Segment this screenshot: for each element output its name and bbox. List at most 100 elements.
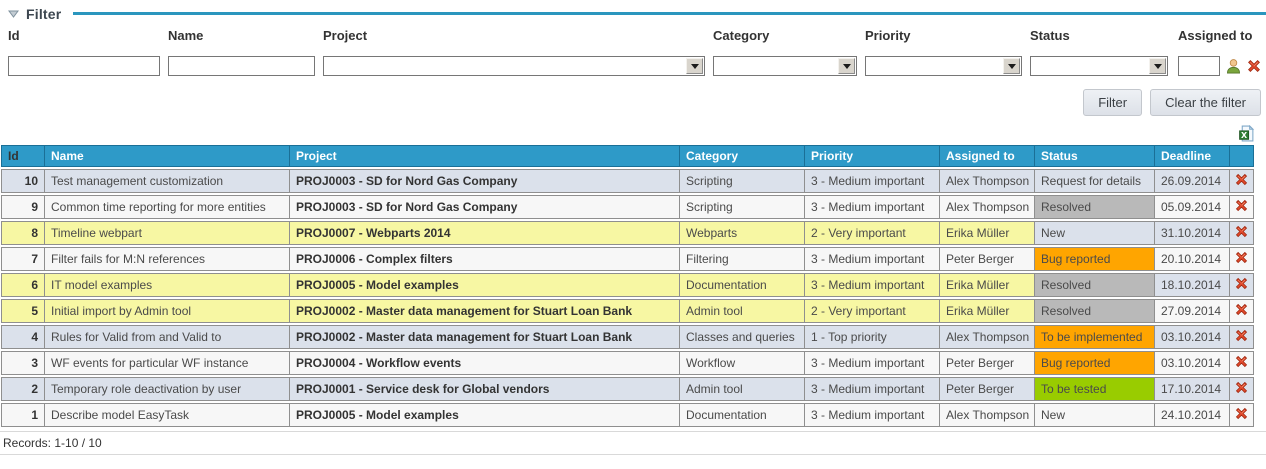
column-header-id[interactable]: Id xyxy=(1,145,45,167)
project-filter-label: Project xyxy=(323,28,368,43)
cell-deadline: 18.10.2014 xyxy=(1155,273,1230,297)
column-header-name[interactable]: Name xyxy=(45,145,290,167)
column-header-priority[interactable]: Priority xyxy=(805,145,940,167)
cell-deadline: 03.10.2014 xyxy=(1155,351,1230,375)
cell-deadline: 24.10.2014 xyxy=(1155,403,1230,427)
delete-icon[interactable] xyxy=(1234,224,1249,239)
clear-filter-button[interactable]: Clear the filter xyxy=(1150,89,1261,116)
tasks-table: Id Name Project Category Priority Assign… xyxy=(1,143,1254,429)
cell-category: Scripting xyxy=(680,195,805,219)
cell-category: Classes and queries xyxy=(680,325,805,349)
delete-icon[interactable] xyxy=(1234,328,1249,343)
project-filter-select[interactable] xyxy=(323,56,705,76)
id-filter-input[interactable] xyxy=(8,56,160,76)
cell-delete xyxy=(1230,377,1254,401)
cell-delete xyxy=(1230,247,1254,271)
dropdown-arrow-icon[interactable] xyxy=(1149,58,1166,74)
cell-status: Request for details xyxy=(1035,169,1155,193)
table-row: 2 Temporary role deactivation by user PR… xyxy=(1,377,1254,401)
delete-icon[interactable] xyxy=(1234,406,1249,421)
cell-deadline: 26.09.2014 xyxy=(1155,169,1230,193)
cell-delete xyxy=(1230,221,1254,245)
filter-title[interactable]: Filter xyxy=(26,5,62,22)
excel-export-icon[interactable]: X xyxy=(1238,125,1255,142)
cell-status: Bug reported xyxy=(1035,351,1155,375)
status-filter-select[interactable] xyxy=(1030,56,1168,76)
cell-project: PROJ0004 - Workflow events xyxy=(290,351,680,375)
dropdown-arrow-icon[interactable] xyxy=(838,58,855,74)
cell-status: To be implemented xyxy=(1035,325,1155,349)
name-filter-input[interactable] xyxy=(168,56,315,76)
priority-filter-select[interactable] xyxy=(865,56,1022,76)
cell-name: Describe model EasyTask xyxy=(45,403,290,427)
cell-id: 4 xyxy=(1,325,45,349)
table-row: 3 WF events for particular WF instance P… xyxy=(1,351,1254,375)
clear-assigned-icon[interactable] xyxy=(1246,58,1262,74)
cell-category: Filtering xyxy=(680,247,805,271)
filter-button[interactable]: Filter xyxy=(1083,89,1143,116)
assigned-to-filter-input[interactable] xyxy=(1178,56,1220,76)
cell-delete xyxy=(1230,351,1254,375)
cell-status: To be tested xyxy=(1035,377,1155,401)
table-row: 5 Initial import by Admin tool PROJ0002 … xyxy=(1,299,1254,323)
person-picker-icon[interactable] xyxy=(1225,58,1242,75)
cell-status: Resolved xyxy=(1035,273,1155,297)
cell-project: PROJ0006 - Complex filters xyxy=(290,247,680,271)
cell-priority: 3 - Medium important xyxy=(805,403,940,427)
cell-project: PROJ0007 - Webparts 2014 xyxy=(290,221,680,245)
filter-fields-row: Id Name Project Category Priority Status xyxy=(0,26,1266,76)
dropdown-arrow-icon[interactable] xyxy=(1003,58,1020,74)
cell-delete xyxy=(1230,325,1254,349)
delete-icon[interactable] xyxy=(1234,172,1249,187)
column-header-actions xyxy=(1230,145,1254,167)
table-row: 9 Common time reporting for more entitie… xyxy=(1,195,1254,219)
cell-name: Test management customization xyxy=(45,169,290,193)
cell-priority: 3 - Medium important xyxy=(805,195,940,219)
cell-priority: 2 - Very important xyxy=(805,299,940,323)
column-header-status[interactable]: Status xyxy=(1035,145,1155,167)
cell-deadline: 20.10.2014 xyxy=(1155,247,1230,271)
cell-deadline: 27.09.2014 xyxy=(1155,299,1230,323)
column-header-assigned-to[interactable]: Assigned to xyxy=(940,145,1035,167)
cell-delete xyxy=(1230,299,1254,323)
delete-icon[interactable] xyxy=(1234,302,1249,317)
delete-icon[interactable] xyxy=(1234,198,1249,213)
cell-delete xyxy=(1230,169,1254,193)
table-row: 8 Timeline webpart PROJ0007 - Webparts 2… xyxy=(1,221,1254,245)
table-row: 7 Filter fails for M:N references PROJ00… xyxy=(1,247,1254,271)
cell-project: PROJ0002 - Master data management for St… xyxy=(290,299,680,323)
delete-icon[interactable] xyxy=(1234,354,1249,369)
collapse-triangle-icon[interactable] xyxy=(8,10,19,18)
task-table-body: 10 Test management customization PROJ000… xyxy=(1,169,1254,427)
svg-text:X: X xyxy=(1241,131,1247,140)
dropdown-arrow-icon[interactable] xyxy=(686,58,703,74)
delete-icon[interactable] xyxy=(1234,380,1249,395)
cell-category: Webparts xyxy=(680,221,805,245)
cell-name: Initial import by Admin tool xyxy=(45,299,290,323)
filter-section-header: Filter xyxy=(0,0,1266,22)
assigned-to-filter-label: Assigned to xyxy=(1178,28,1253,43)
filter-divider-line xyxy=(73,12,1266,15)
cell-assigned-to: Alex Thompson xyxy=(940,195,1035,219)
table-header-row: Id Name Project Category Priority Assign… xyxy=(1,145,1254,167)
cell-status: New xyxy=(1035,403,1155,427)
cell-project: PROJ0003 - SD for Nord Gas Company xyxy=(290,169,680,193)
category-filter-label: Category xyxy=(713,28,770,43)
cell-status: Resolved xyxy=(1035,195,1155,219)
cell-id: 7 xyxy=(1,247,45,271)
delete-icon[interactable] xyxy=(1234,250,1249,265)
delete-icon[interactable] xyxy=(1234,276,1249,291)
table-row: 4 Rules for Valid from and Valid to PROJ… xyxy=(1,325,1254,349)
cell-deadline: 17.10.2014 xyxy=(1155,377,1230,401)
cell-status: Bug reported xyxy=(1035,247,1155,271)
status-filter-value xyxy=(1035,59,1147,74)
category-filter-value xyxy=(718,59,836,74)
category-filter-select[interactable] xyxy=(713,56,857,76)
status-filter-label: Status xyxy=(1030,28,1070,43)
column-header-project[interactable]: Project xyxy=(290,145,680,167)
cell-project: PROJ0001 - Service desk for Global vendo… xyxy=(290,377,680,401)
cell-category: Documentation xyxy=(680,273,805,297)
column-header-category[interactable]: Category xyxy=(680,145,805,167)
cell-status: New xyxy=(1035,221,1155,245)
column-header-deadline[interactable]: Deadline xyxy=(1155,145,1230,167)
